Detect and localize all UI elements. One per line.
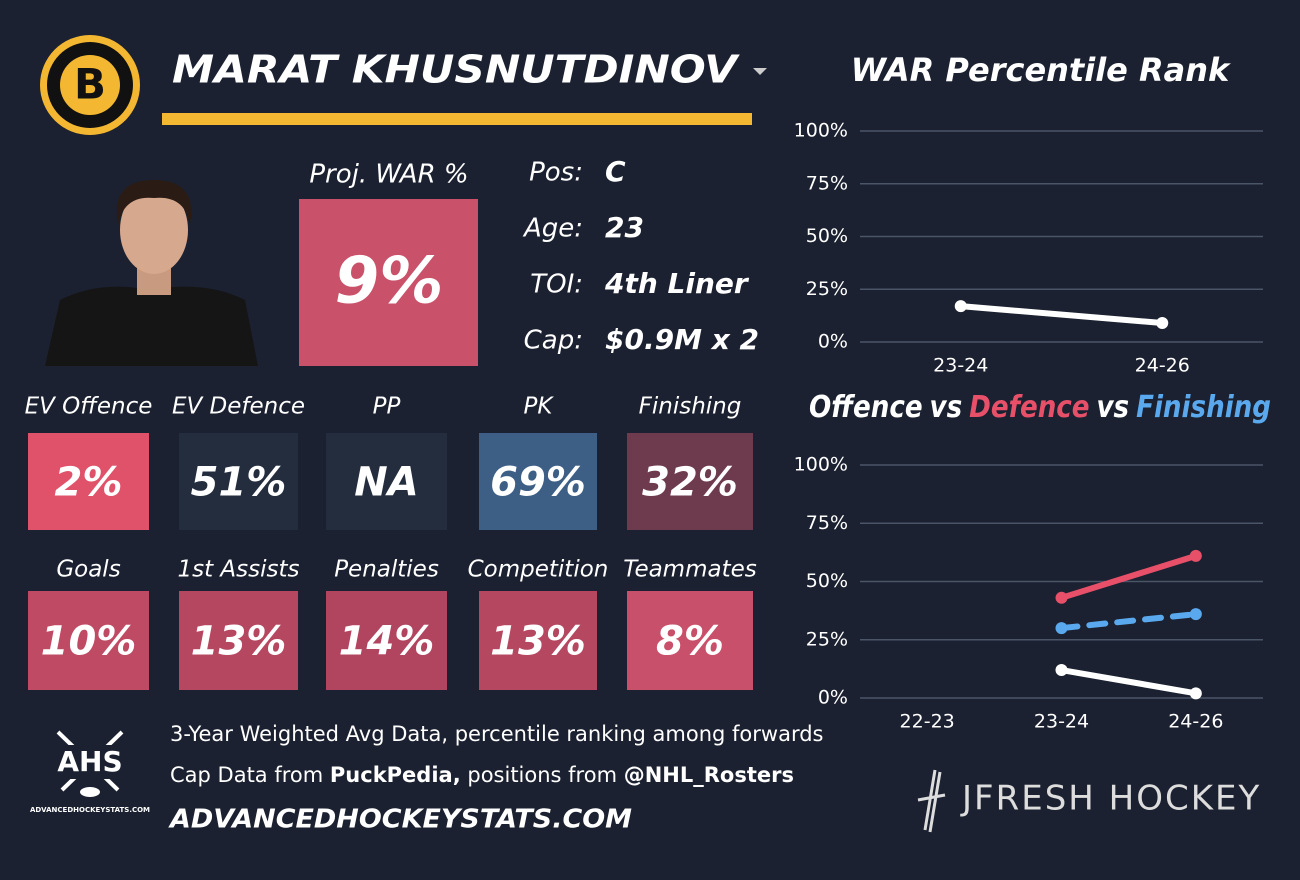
y-tick-label: 75%: [806, 512, 848, 534]
tile-value: 51%: [191, 460, 287, 506]
tile: [479, 433, 597, 530]
title-joiner: vs: [930, 390, 963, 425]
series-point: [1189, 549, 1202, 562]
info-value: $0.9M x 2: [605, 323, 759, 356]
legend-entry: Finishing: [1136, 390, 1271, 425]
dropdown-caret[interactable]: [753, 68, 767, 75]
y-tick-label: 25%: [806, 278, 848, 300]
y-tick-label: 50%: [806, 225, 848, 247]
tile: [179, 591, 298, 690]
info-label: TOI:: [530, 270, 583, 300]
series-line: [1058, 552, 1199, 601]
info-value: 4th Liner: [604, 267, 750, 300]
footer-note: 3-Year Weighted Avg Data, percentile ran…: [170, 722, 824, 746]
series-point: [1055, 591, 1068, 604]
ahs-logo-caption: ADVANCEDHOCKEYSTATS.COM: [30, 806, 150, 814]
tile-label: Penalties: [334, 557, 439, 583]
tile: [479, 591, 597, 690]
projection-value: 9%: [335, 245, 444, 319]
team-logo-center: [60, 55, 120, 115]
tile-label: Competition: [468, 557, 609, 583]
brand: JFRESH HOCKEY: [960, 779, 1261, 819]
x-tick-label: 22-23: [900, 711, 955, 733]
name-underline: [162, 113, 752, 125]
tile: [627, 591, 753, 690]
tile-value: 10%: [41, 619, 137, 665]
x-tick-label: 23-24: [1034, 711, 1089, 733]
photo-head: [120, 186, 188, 274]
series-line: [1058, 667, 1199, 697]
tile: [326, 433, 447, 530]
tile: [326, 591, 447, 690]
tile-value: NA: [354, 460, 418, 506]
y-tick-label: 100%: [794, 120, 848, 142]
series-line: [1058, 611, 1199, 632]
legend-entry: Offence: [809, 390, 923, 425]
info-value: C: [605, 155, 626, 188]
y-tick-label: 0%: [818, 687, 848, 709]
y-tick-label: 100%: [794, 454, 848, 476]
tile-label: 1st Assists: [177, 557, 299, 583]
x-tick-label: 23-24: [933, 355, 988, 377]
team-logo-letter: B: [74, 60, 106, 109]
ahs-puck: [80, 787, 100, 797]
photo-body: [45, 286, 258, 366]
credit-part: positions from: [461, 763, 624, 787]
series-point: [954, 300, 967, 313]
series-point: [1055, 664, 1068, 677]
x-tick-label: 24-26: [1135, 355, 1190, 377]
y-tick-label: 25%: [806, 628, 848, 650]
credit-part: @NHL_Rosters: [624, 763, 794, 787]
tile-label: Finishing: [639, 394, 742, 420]
chart-title: OffencevsDefencevsFinishing: [809, 390, 1271, 425]
player-photo: [45, 180, 258, 366]
tile-value: 14%: [339, 619, 435, 665]
chart-title: WAR Percentile Rank: [851, 51, 1231, 89]
tile-label: EV Offence: [25, 394, 153, 420]
series-point: [1156, 317, 1169, 330]
title-joiner: vs: [1097, 390, 1130, 425]
tile-value: 32%: [642, 460, 738, 506]
tile: [627, 433, 753, 530]
ahs-logo-bg: [60, 745, 120, 779]
brand-mark: [917, 769, 946, 833]
tile-label: EV Defence: [172, 394, 305, 420]
info-label: Pos:: [529, 158, 583, 188]
tile-label: Teammates: [623, 557, 757, 583]
series-point: [1055, 622, 1068, 635]
projection-label: Proj. WAR %: [309, 160, 468, 190]
tile-label: PP: [373, 394, 401, 420]
info-label: Age:: [522, 214, 583, 244]
credit-part: Cap Data from: [170, 763, 330, 787]
series-line: [957, 303, 1166, 327]
info-value: 23: [605, 211, 644, 244]
x-tick-label: 24-26: [1168, 711, 1223, 733]
credit-part: PuckPedia,: [330, 763, 461, 787]
projection-box: [299, 199, 478, 366]
tile: [179, 433, 298, 530]
tile: [28, 591, 149, 690]
y-tick-label: 50%: [806, 570, 848, 592]
tile-value: 13%: [191, 619, 287, 665]
series-point: [1189, 687, 1202, 700]
info-label: Cap:: [524, 326, 583, 356]
legend-entry: Defence: [969, 390, 1089, 425]
series-point: [1189, 608, 1202, 621]
player-name: MARAT KHUSNUTDINOV: [172, 48, 740, 92]
tile-value: 8%: [656, 619, 724, 665]
photo-hair: [116, 180, 192, 225]
ahs-logo: AHS: [57, 745, 122, 778]
tile-label: PK: [524, 394, 555, 420]
y-tick-label: 0%: [818, 331, 848, 353]
tile: [28, 433, 149, 530]
tile-value: 69%: [490, 460, 586, 506]
tile-value: 13%: [490, 619, 586, 665]
tile-label: Goals: [56, 557, 120, 583]
footer-website: ADVANCEDHOCKEYSTATS.COM: [168, 805, 632, 835]
footer-credits: Cap Data from PuckPedia, positions from …: [170, 763, 794, 787]
tile-value: 2%: [55, 460, 123, 506]
y-tick-label: 75%: [806, 172, 848, 194]
